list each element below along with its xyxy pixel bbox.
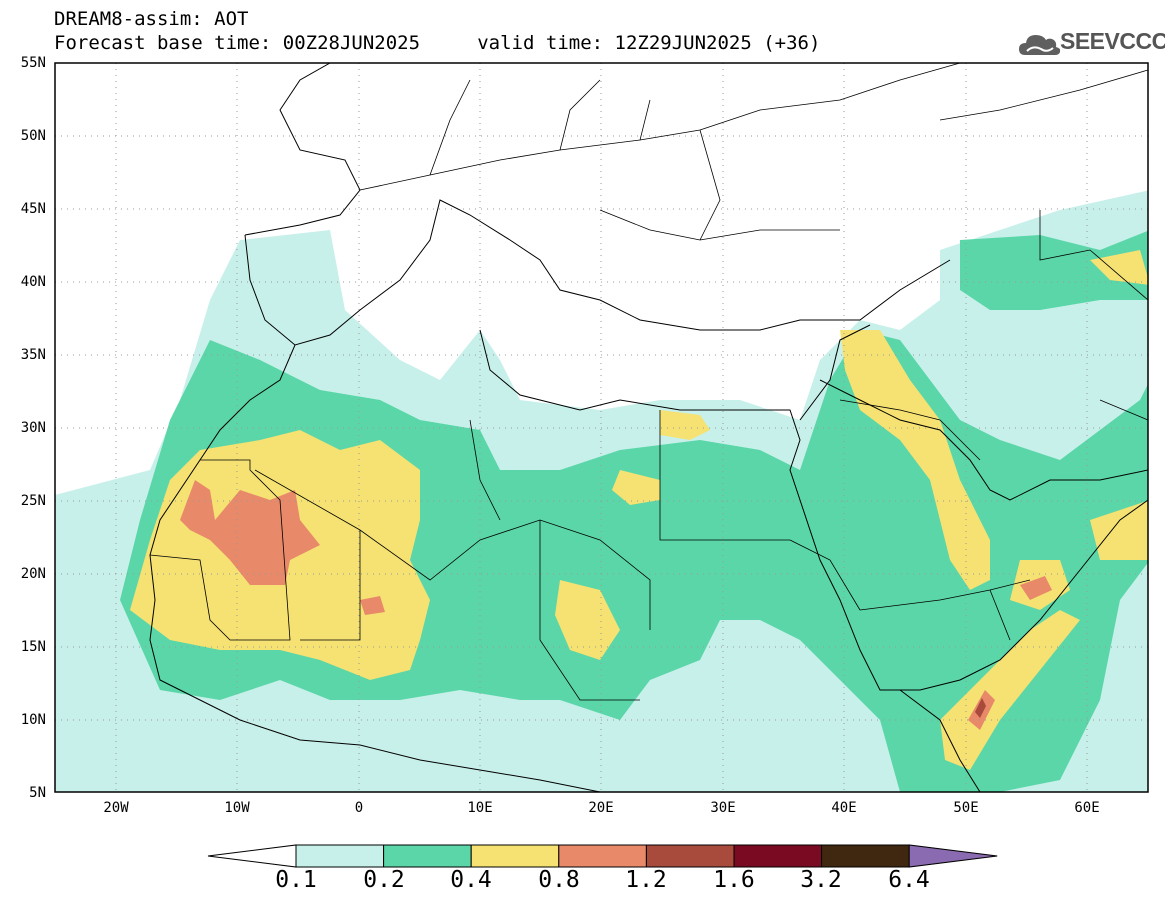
lat-tick: 45N xyxy=(21,201,46,217)
colorbar-under xyxy=(207,844,297,868)
lon-tick: 10W xyxy=(224,800,250,816)
lat-tick: 50N xyxy=(21,128,46,144)
colorbar-bin xyxy=(295,844,385,868)
colorbar xyxy=(207,844,998,868)
lat-tick: 55N xyxy=(21,55,46,71)
map-frame xyxy=(54,62,1149,793)
colorbar-over xyxy=(908,844,998,868)
map-grid xyxy=(55,63,1148,792)
lon-tick: 30E xyxy=(710,800,735,816)
lon-tick: 40E xyxy=(831,800,856,816)
colorbar-bin xyxy=(645,844,735,868)
colorbar-label: 0.1 xyxy=(275,867,317,893)
aot-field xyxy=(55,190,1148,792)
colorbar-bin xyxy=(733,844,823,868)
cloud-icon xyxy=(1019,35,1061,55)
colorbar-label: 0.8 xyxy=(538,867,580,893)
lat-tick: 10N xyxy=(21,712,46,728)
colorbar-bin xyxy=(470,844,560,868)
lon-tick: 50E xyxy=(953,800,978,816)
map-title: DREAM8-assim: AOT xyxy=(54,8,249,30)
lon-tick: 20W xyxy=(103,800,129,816)
lat-tick: 25N xyxy=(21,493,46,509)
lon-axis: 20W 10W 0 10E 20E 30E 40E 50E 60E xyxy=(103,800,1099,816)
lat-axis: 5N 10N 15N 20N 25N 30N 35N 40N 45N 50N 5… xyxy=(21,55,46,801)
colorbar-bin xyxy=(558,844,647,868)
colorbar-label: 0.2 xyxy=(363,867,405,893)
colorbar-label: 3.2 xyxy=(800,867,842,893)
lon-tick: 20E xyxy=(588,800,613,816)
lon-tick: 0 xyxy=(355,800,363,816)
forecast-times: Forecast base time: 00Z28JUN2025 valid t… xyxy=(54,32,821,54)
lat-tick: 40N xyxy=(21,274,46,290)
lat-tick: 30N xyxy=(21,420,46,436)
colorbar-bin xyxy=(383,844,472,868)
colorbar-label: 1.6 xyxy=(713,867,755,893)
lon-tick: 10E xyxy=(467,800,492,816)
colorbar-label: 6.4 xyxy=(888,867,930,893)
country-borders xyxy=(149,63,1148,701)
lat-tick: 5N xyxy=(29,785,46,801)
coastlines xyxy=(149,63,1148,792)
colorbar-bin xyxy=(821,844,910,868)
colorbar-label: 0.4 xyxy=(450,867,492,893)
lon-tick: 60E xyxy=(1074,800,1099,816)
lat-tick: 35N xyxy=(21,347,46,363)
logo-text: SEEVCCC xyxy=(1060,28,1165,54)
lat-tick: 15N xyxy=(21,639,46,655)
lat-tick: 20N xyxy=(21,566,46,582)
colorbar-label: 1.2 xyxy=(625,867,667,893)
